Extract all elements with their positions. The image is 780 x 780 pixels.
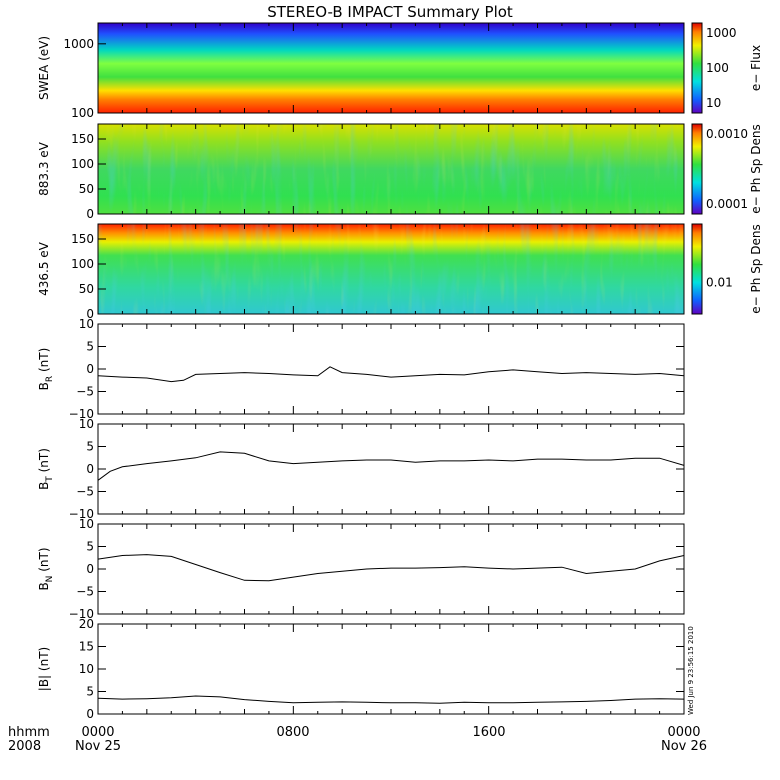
panel-1-colorbar-label: e− Flux (749, 45, 763, 91)
panel-2-ytick-label: 0 (86, 207, 94, 221)
panel-2-ytick-label: 150 (71, 132, 94, 146)
panel-3-colorbar-tick: 0.01 (706, 276, 733, 290)
panel-5-ytick-label: 5 (86, 440, 94, 454)
panel-5-series-line (97, 451, 685, 481)
panel-1-colorbar-tick: 10 (706, 96, 721, 110)
panel-2-colorbar-frame (691, 123, 703, 215)
panel-4-ytick-label: 5 (86, 340, 94, 354)
panel-7-ytick-label: 20 (79, 617, 94, 631)
x-tick-0000-start: 0000 (81, 725, 114, 740)
panel-4-frame (97, 323, 685, 415)
panel-7-series-line (97, 695, 685, 704)
panel-7-ytick-label: 0 (86, 707, 94, 721)
panel-1-colorbar-tick: 1000 (706, 26, 737, 40)
x-tick-0000-end: 0000 (667, 725, 700, 740)
panel-5-ytick-label: −10 (69, 507, 94, 521)
panel-3-ylabel: 436.5 eV (37, 241, 51, 296)
panel-2-ytick-label: 50 (79, 182, 94, 196)
panel-7-ytick-label: 15 (79, 640, 94, 654)
panel-3-colorbar-label: e− Ph Sp Dens (749, 224, 763, 313)
panel-6-series-line (97, 554, 685, 582)
panel-3-ytick-label: 0 (86, 307, 94, 321)
x-label-hhmm: hhmm (8, 725, 50, 740)
panel-3-ytick-label: 50 (79, 282, 94, 296)
panel-2-ytick-label: 100 (71, 157, 94, 171)
panel-1-heatmap (98, 23, 684, 113)
panel-2-ylabel: 883.3 eV (37, 141, 51, 196)
panel-2-texture-warm (98, 124, 684, 214)
panel-4-ytick-label: −5 (76, 385, 94, 399)
panel-5-frame (97, 423, 685, 515)
panel-3-colorbar-frame (691, 223, 703, 315)
panel-5-ytick-label: 10 (79, 417, 94, 431)
panel-6-ylabel: BN (nT) (37, 547, 55, 590)
panel-7-ytick-label: 5 (86, 685, 94, 699)
panel-1-colorbar (692, 23, 702, 113)
panel-7-frame (97, 623, 685, 715)
panel-6-ytick-label: 0 (86, 562, 94, 576)
time-axis: hhmm 0000 0800 1600 0000 2008 Nov 25 Nov… (8, 725, 707, 754)
panel-2-colorbar-tick: 0.0001 (706, 197, 748, 211)
panel-6-ytick-label: 5 (86, 540, 94, 554)
x-tick-0800: 0800 (276, 725, 309, 740)
panel-7-ylabel: |B| (nT) (37, 647, 51, 691)
panel-6-ytick-label: 10 (79, 517, 94, 531)
panel-3-ytick-label: 100 (71, 257, 94, 271)
panel-1-colorbar-tick: 100 (706, 61, 729, 75)
x-label-year: 2008 (8, 739, 41, 754)
panel-1-colorbar-frame (691, 22, 703, 114)
panel-6-ytick-label: −10 (69, 607, 94, 621)
panel-6-frame (97, 523, 685, 615)
panel-1-ylabel: SWEA (eV) (37, 36, 51, 100)
panel-4-series-line (97, 366, 685, 383)
panel-4-ytick-label: 0 (86, 362, 94, 376)
timestamp-stamp: Wed Jun 9 23:56:15 2010 (687, 626, 695, 715)
panel-2-colorbar-label: e− Ph Sp Dens (749, 124, 763, 213)
panel-2-colorbar-tick: 0.0010 (706, 127, 748, 141)
plot-title: STEREO-B IMPACT Summary Plot (267, 3, 513, 21)
panel-3-texture-warm (98, 224, 684, 314)
x-tick-1600: 1600 (472, 725, 505, 740)
panel-6-ytick-label: −5 (76, 585, 94, 599)
panel-4-ytick-label: −10 (69, 407, 94, 421)
x-date-nov25: Nov 25 (75, 739, 121, 754)
panel-4-ytick-label: 10 (79, 317, 94, 331)
panel-5-ytick-label: −5 (76, 485, 94, 499)
panel-1-ytick-label: 1000 (63, 37, 94, 51)
panel-3-ytick-label: 150 (71, 232, 94, 246)
panel-5-ytick-label: 0 (86, 462, 94, 476)
panel-4-ylabel: BR (nT) (37, 348, 55, 391)
panel-2-colorbar (692, 124, 702, 214)
x-date-nov26: Nov 26 (661, 739, 707, 754)
panel-7-ytick-label: 10 (79, 662, 94, 676)
panel-3-colorbar (692, 224, 702, 314)
panel-1-ytick-label: 100 (71, 106, 94, 120)
panel-5-ylabel: BT (nT) (37, 448, 55, 490)
